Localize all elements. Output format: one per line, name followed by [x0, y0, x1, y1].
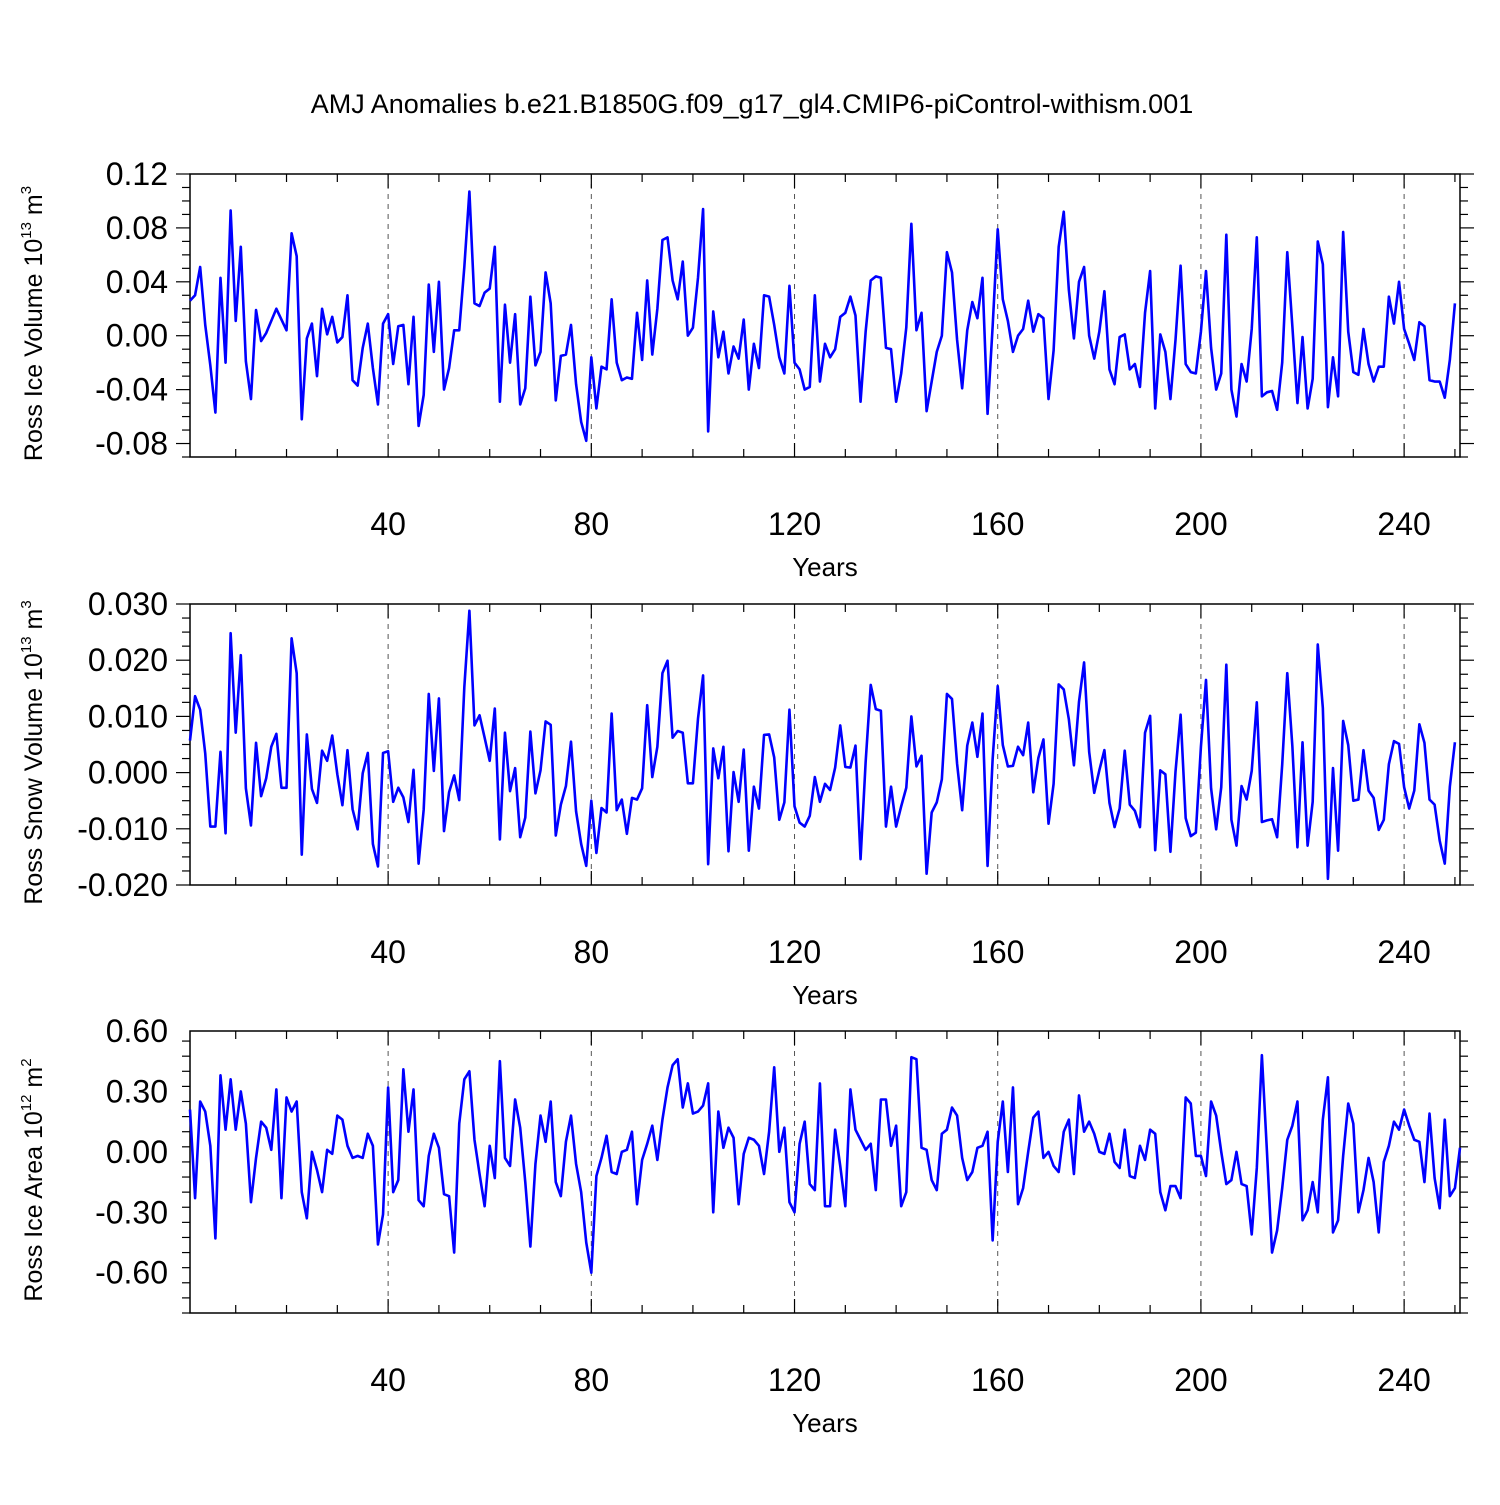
y-tick-label: -0.04	[95, 372, 168, 408]
x-tick-label: 240	[1377, 934, 1430, 970]
x-tick-label: 160	[971, 1362, 1024, 1398]
x-tick-label: 80	[574, 934, 610, 970]
x-tick-label: 80	[574, 506, 610, 542]
y-tick-label: -0.020	[77, 867, 168, 903]
x-axis-label: Years	[792, 552, 858, 582]
x-tick-label: 160	[971, 934, 1024, 970]
x-tick-label: 120	[768, 506, 821, 542]
y-tick-label: -0.60	[95, 1255, 168, 1291]
y-tick-label: 0.12	[106, 156, 168, 192]
x-tick-label: 40	[370, 934, 406, 970]
x-tick-label: 200	[1174, 934, 1227, 970]
x-tick-label: 240	[1377, 506, 1430, 542]
panel-1: -0.08 -0.04 0.00 0.04 0.08 0.12 40 80 120 160 200 2…	[18, 156, 1474, 582]
x-tick-label: 120	[768, 934, 821, 970]
x-tick-label: 240	[1377, 1362, 1430, 1398]
y-tick-label: 0.010	[88, 698, 168, 734]
y-tick-label: -0.010	[77, 811, 168, 847]
chart-title: AMJ Anomalies b.e21.B1850G.f09_g17_gl4.C…	[311, 89, 1193, 119]
series-line	[188, 1053, 1462, 1275]
panel-3: -0.60 -0.30 0.00 0.30 0.60 40 80 120 160 200 240 Ye…	[18, 1013, 1468, 1438]
x-tick-label: 120	[768, 1362, 821, 1398]
plot-frame	[189, 603, 1461, 886]
y-tick-label: 0.030	[88, 586, 168, 622]
series-line	[189, 190, 1457, 443]
y-tick-label: 0.00	[106, 1134, 168, 1170]
y-tick-label: 0.08	[106, 210, 168, 246]
y-tick-label: 0.000	[88, 755, 168, 791]
y-tick-label: 0.04	[106, 264, 168, 300]
x-tick-label: 40	[370, 1362, 406, 1398]
x-tick-label: 160	[971, 506, 1024, 542]
y-axis-label: Ross Snow Volume 1013 m3	[18, 600, 48, 904]
y-axis-label: Ross Ice Area 1012 m2	[18, 1058, 48, 1301]
y-tick-label: -0.30	[95, 1194, 168, 1230]
panel-2: -0.020 -0.010 0.000 0.010 0.020 0.030 40 80 120 1…	[18, 586, 1474, 1010]
x-axis-label: Years	[792, 1408, 858, 1438]
y-tick-label: 0.020	[88, 642, 168, 678]
x-tick-label: 80	[574, 1362, 610, 1398]
x-tick-label: 200	[1174, 506, 1227, 542]
x-tick-label: 200	[1174, 1362, 1227, 1398]
plot-frame	[189, 173, 1461, 458]
y-tick-label: 0.60	[106, 1013, 168, 1049]
y-tick-label: 0.00	[106, 318, 168, 354]
x-axis-label: Years	[792, 980, 858, 1010]
y-axis-label: Ross Ice Volume 1013 m3	[18, 186, 48, 461]
x-tick-label: 40	[370, 506, 406, 542]
series-line	[188, 609, 1457, 881]
y-tick-label: 0.30	[106, 1073, 168, 1109]
plot-frame	[189, 1030, 1461, 1314]
y-tick-label: -0.08	[95, 426, 168, 462]
